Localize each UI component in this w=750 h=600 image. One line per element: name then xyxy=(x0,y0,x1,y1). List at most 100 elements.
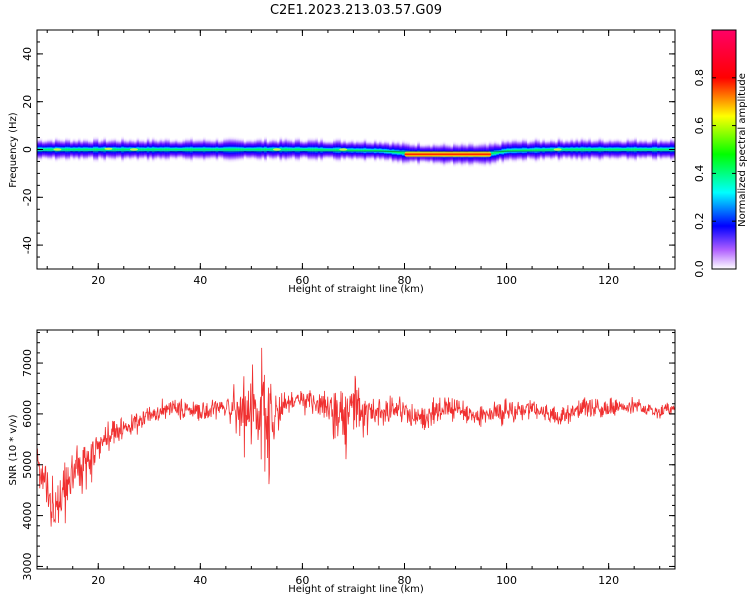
heatmap-spot xyxy=(53,148,62,151)
heatmap-cell xyxy=(396,139,400,166)
heatmap-cell xyxy=(629,137,632,162)
heatmap-cell xyxy=(82,137,86,162)
heatmap-cell xyxy=(111,137,114,162)
heatmap-cell xyxy=(361,139,364,162)
heatmap-cell xyxy=(218,138,221,161)
colorbar-tick-label: 0.2 xyxy=(693,212,706,230)
heatmap-cell xyxy=(225,135,229,164)
y-tick-label: -20 xyxy=(21,188,34,206)
snr-panel: 20 40 60 80 100 120 3000 4000 5000 6000 7000 Heigh… xyxy=(8,329,676,595)
heatmap-cell xyxy=(578,138,581,161)
heatmap-cell xyxy=(521,136,525,165)
heatmap-cell xyxy=(159,136,163,163)
heatmap-cell xyxy=(373,137,377,164)
heatmap-cell xyxy=(616,137,620,162)
heatmap-cell xyxy=(511,137,515,164)
x-tick-label: 80 xyxy=(397,574,411,587)
heatmap-cell xyxy=(310,136,313,163)
heatmap-cell xyxy=(652,136,655,163)
spectrogram-ticks: 20 40 60 80 100 120 40 20 0 -20 -40 xyxy=(21,29,675,287)
heatmap-cell xyxy=(202,135,206,164)
colorbar: 0.0 0.2 0.4 0.6 0.8 Normalized spectral ampl… xyxy=(693,29,748,278)
heatmap-cell xyxy=(49,137,53,162)
heatmap-cell xyxy=(348,138,352,162)
heatmap-cell xyxy=(80,138,84,161)
heatmap-cell xyxy=(200,137,204,162)
snr-series-line xyxy=(37,347,675,527)
y-tick-label: 3000 xyxy=(21,552,34,580)
heatmap-cell xyxy=(289,137,293,162)
heatmap-cell xyxy=(307,136,311,163)
heatmap-cell xyxy=(177,138,181,161)
heatmap-cell xyxy=(567,138,571,161)
heatmap-cell xyxy=(593,137,597,162)
heatmap-cell xyxy=(657,139,660,160)
heatmap-cell xyxy=(519,138,523,163)
heatmap-cell xyxy=(583,136,586,163)
heatmap-cell xyxy=(585,137,589,162)
heatmap-cell xyxy=(151,135,155,164)
heatmap-cell xyxy=(603,138,607,161)
spectrogram-x-axis-label: Height of straight line (km) xyxy=(288,284,424,295)
heatmap-cell xyxy=(664,137,668,162)
heatmap-cell xyxy=(47,137,51,162)
heatmap-cell xyxy=(187,136,191,163)
heatmap-cell xyxy=(205,137,209,162)
heatmap-cell xyxy=(401,138,405,167)
heatmap-cell xyxy=(358,139,362,162)
heatmap-cell xyxy=(197,137,201,162)
heatmap-cell xyxy=(62,138,66,161)
heatmap-cell xyxy=(154,137,158,162)
heatmap-cell xyxy=(534,135,538,165)
heatmap-cell xyxy=(371,140,375,161)
y-tick-label: 7000 xyxy=(21,349,34,377)
heatmap-cell xyxy=(195,137,199,162)
heatmap-cell xyxy=(162,137,165,162)
heatmap-cell xyxy=(243,139,247,160)
heatmap-cell xyxy=(287,136,290,163)
heatmap-cell xyxy=(399,141,403,165)
heatmap-cell xyxy=(598,135,602,164)
heatmap-cell xyxy=(565,137,569,162)
y-tick-label: 4000 xyxy=(21,502,34,530)
heatmap-cell xyxy=(284,135,288,164)
heatmap-cell xyxy=(529,138,533,162)
x-tick-label: 40 xyxy=(193,274,207,287)
heatmap-cell xyxy=(644,137,648,162)
heatmap-cell xyxy=(118,138,122,161)
heatmap-cell xyxy=(322,138,326,161)
heatmap-cell xyxy=(317,138,321,161)
heatmap-cell xyxy=(667,138,671,161)
heatmap-cell xyxy=(516,138,520,163)
heatmap-spot xyxy=(553,148,562,151)
heatmap-cell xyxy=(70,139,73,160)
heatmap-cell xyxy=(606,138,609,161)
heatmap-cell xyxy=(156,138,160,161)
heatmap-cell xyxy=(539,139,543,161)
heatmap-cell xyxy=(333,137,336,163)
heatmap-cell xyxy=(294,136,298,163)
heatmap-cell xyxy=(368,139,372,162)
heatmap-cell xyxy=(246,137,250,162)
x-tick-label: 20 xyxy=(91,574,105,587)
heatmap-cell xyxy=(251,138,255,161)
heatmap-cell xyxy=(113,136,117,163)
heatmap-cell xyxy=(391,138,395,166)
heatmap-cell xyxy=(190,135,193,164)
heatmap-cell xyxy=(580,135,584,164)
heatmap-cell xyxy=(634,135,637,164)
heatmap-cell xyxy=(320,136,324,164)
heatmap-cell xyxy=(42,138,45,161)
x-tick-label: 120 xyxy=(598,274,619,287)
heatmap-cell xyxy=(509,138,512,163)
heatmap-cell xyxy=(662,138,666,161)
heatmap-cell xyxy=(72,137,76,162)
heatmap-cell xyxy=(233,135,237,164)
heatmap-cell xyxy=(570,136,574,163)
heatmap-cell xyxy=(139,137,142,162)
x-tick-label: 20 xyxy=(91,274,105,287)
heatmap-cell xyxy=(269,137,273,162)
heatmap-cell xyxy=(192,137,196,162)
heatmap-cell xyxy=(67,136,71,163)
